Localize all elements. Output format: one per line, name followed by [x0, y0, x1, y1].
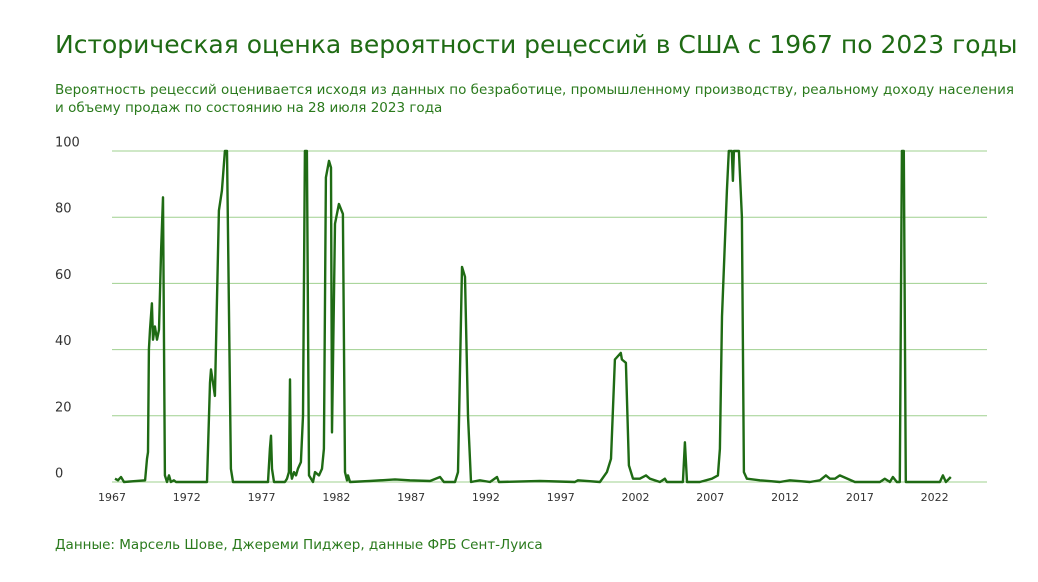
source: Данные: Марсель Шове, Джереми Пиджер, да…	[55, 537, 543, 553]
subtitle: и объему продаж по состоянию на 28 июля …	[55, 100, 442, 116]
y-tick-label: 100	[55, 136, 80, 151]
chart-title: Историческая оценка вероятности рецессий…	[55, 30, 1018, 59]
y-tick-label: 80	[55, 202, 72, 217]
x-tick-label: 1977	[248, 491, 276, 504]
x-tick-label: 2002	[622, 491, 650, 504]
x-tick-label: 1997	[547, 491, 575, 504]
y-tick-label: 40	[55, 334, 72, 349]
x-tick-label: 2022	[921, 491, 949, 504]
x-tick-label: 1972	[173, 491, 201, 504]
subtitle: Вероятность рецессий оценивается исходя …	[55, 82, 1014, 98]
y-tick-label: 20	[55, 400, 72, 415]
x-tick-label: 1982	[322, 491, 350, 504]
y-tick-label: 60	[55, 268, 72, 283]
x-tick-label: 1992	[472, 491, 500, 504]
line	[114, 149, 952, 484]
y-tick-label: 0	[55, 467, 63, 482]
x-tick-label: 1967	[98, 491, 126, 504]
x-tick-label: 1987	[397, 491, 425, 504]
x-tick-label: 2017	[846, 491, 874, 504]
x-tick-label: 2007	[696, 491, 724, 504]
x-tick-label: 2012	[771, 491, 799, 504]
